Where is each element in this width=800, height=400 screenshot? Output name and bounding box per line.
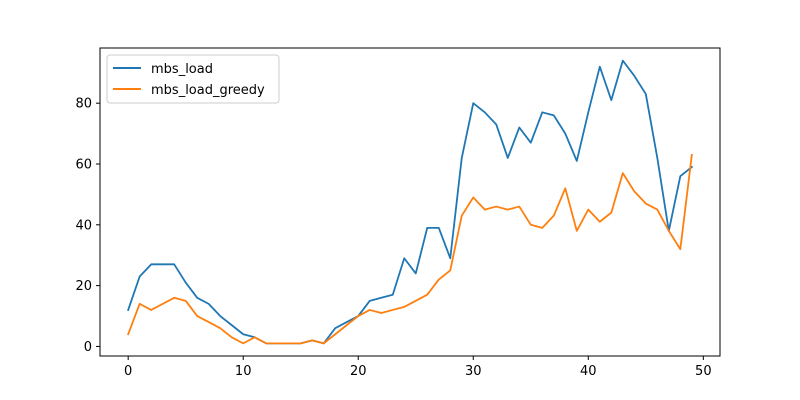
x-tick-label: 0 xyxy=(124,364,132,379)
y-tick-label: 20 xyxy=(75,279,92,294)
series-line-mbs-load-greedy xyxy=(127,153,693,345)
x-tick-label: 40 xyxy=(580,364,597,379)
y-tick-label: 40 xyxy=(75,218,92,233)
x-axis: 0 10 20 30 40 50 xyxy=(124,356,712,379)
y-axis: 0 20 40 60 80 xyxy=(75,97,100,355)
legend-label-mbs-load: mbs_load xyxy=(151,62,213,77)
x-tick-label: 50 xyxy=(695,364,712,379)
y-tick-label: 0 xyxy=(84,340,92,355)
y-tick-label: 60 xyxy=(75,157,92,172)
x-tick-label: 30 xyxy=(465,364,482,379)
plot-frame xyxy=(99,47,721,357)
legend-label-mbs-load-greedy: mbs_load_greedy xyxy=(151,83,265,98)
y-tick-label: 80 xyxy=(75,97,92,112)
series-line-mbs-load xyxy=(127,59,694,345)
legend-frame xyxy=(106,54,280,104)
series-layer xyxy=(127,59,694,345)
x-tick-label: 10 xyxy=(235,364,252,379)
legend: mbs_load mbs_load_greedy xyxy=(106,54,280,104)
x-tick-label: 20 xyxy=(350,364,367,379)
